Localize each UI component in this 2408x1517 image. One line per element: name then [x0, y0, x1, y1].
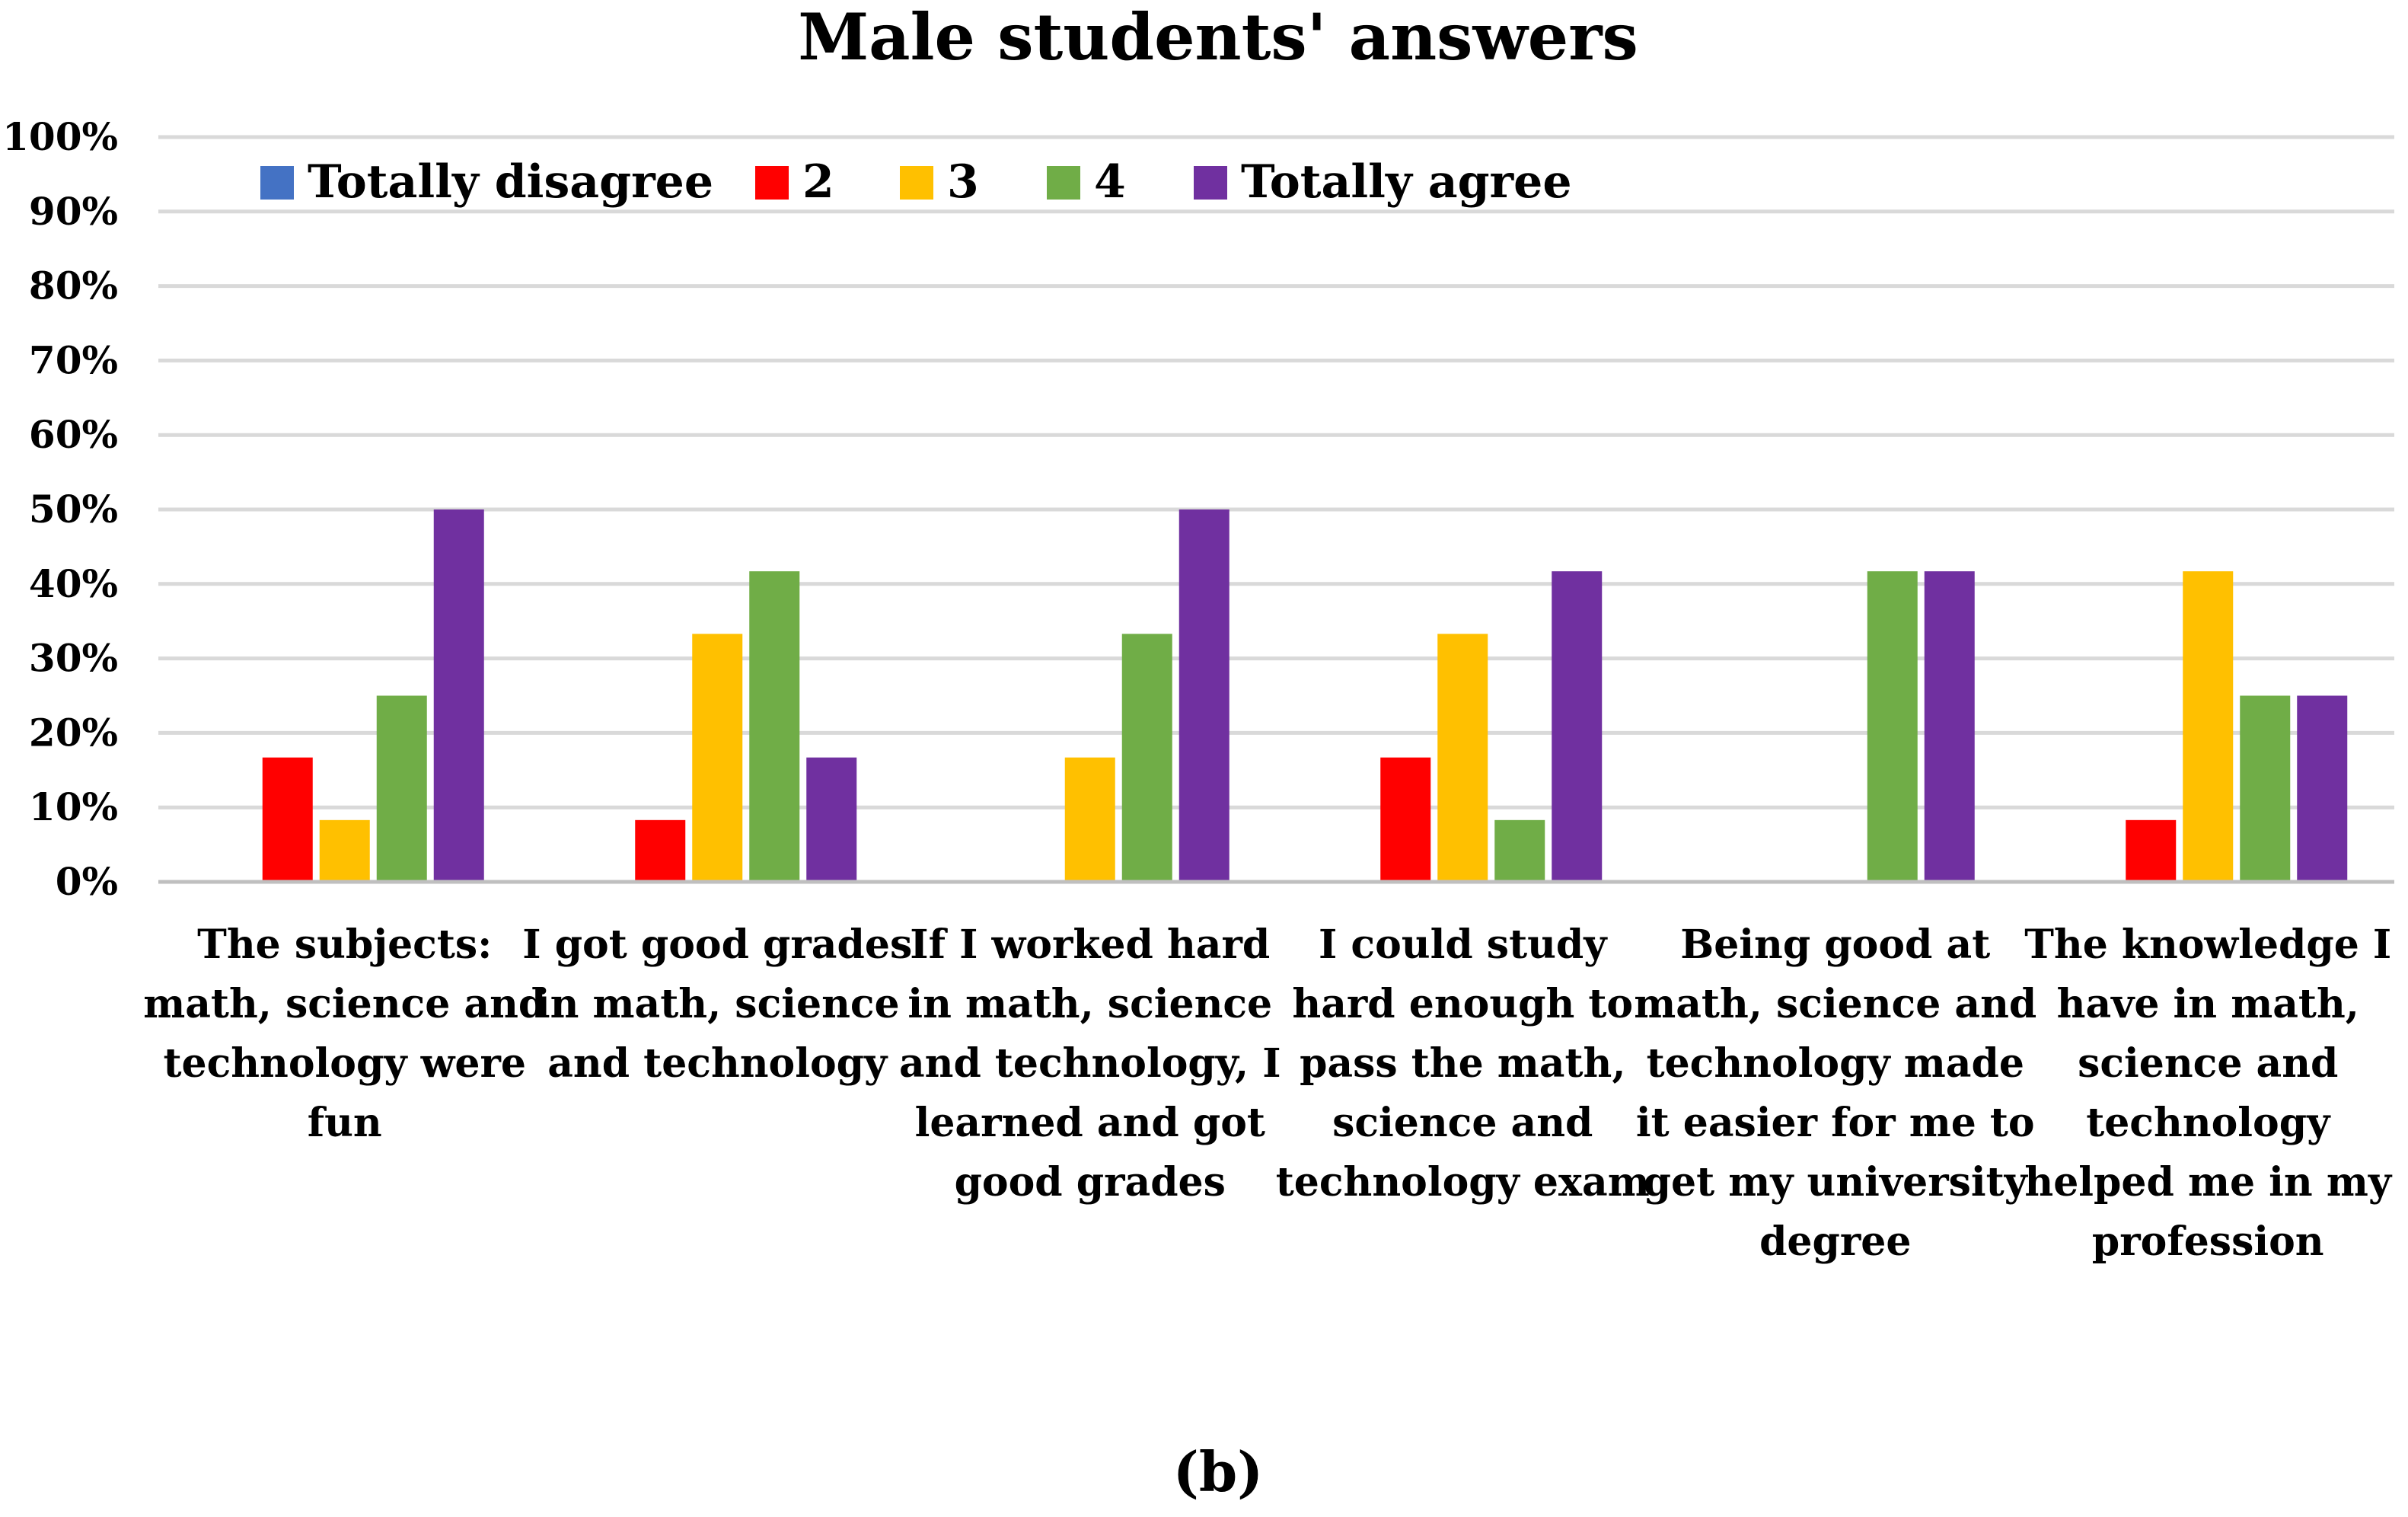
- x-category-label: The subjects: math, science and technology…: [143, 921, 546, 1146]
- bars: [262, 509, 2348, 882]
- bar: [319, 819, 370, 882]
- x-category-label: I got good grades in math, science and tec…: [522, 921, 912, 1087]
- legend-swatch: [1047, 166, 1080, 200]
- legend-label: 4: [1094, 155, 1126, 209]
- bar: [692, 634, 743, 882]
- legend-label: 3: [947, 155, 979, 209]
- legend-label: Totally disagree: [308, 155, 713, 209]
- bar: [635, 819, 686, 882]
- gridlines: [158, 135, 2394, 810]
- y-axis: 0% 10% 20% 30% 40% 50% 60% 70% 80% 90% 100%: [2, 114, 118, 904]
- bar: [262, 757, 313, 882]
- bar: [1552, 571, 1603, 882]
- y-tick-label: 100%: [2, 114, 118, 159]
- y-tick-label: 20%: [29, 710, 118, 755]
- panel-label: (b): [1173, 1439, 1263, 1504]
- x-axis-labels: The subjects: math, science and technology…: [143, 921, 2393, 1265]
- x-category-label: I could study hard enough to pass the math…: [1276, 921, 1650, 1206]
- bar: [806, 757, 857, 882]
- legend-swatch: [900, 166, 933, 200]
- bar: [1437, 634, 1488, 882]
- y-tick-label: 90%: [29, 189, 118, 234]
- legend-swatch: [755, 166, 789, 200]
- y-tick-label: 0%: [56, 859, 118, 904]
- bar: [1494, 819, 1545, 882]
- bar: [1380, 757, 1431, 882]
- bar: [1121, 634, 1172, 882]
- x-category-label: Being good at math, science and technology…: [1634, 921, 2036, 1265]
- bar: [1178, 509, 1230, 882]
- y-tick-label: 40%: [29, 561, 118, 606]
- bar: [1064, 757, 1115, 882]
- bar: [749, 571, 800, 882]
- chart-title: Male students' answers: [798, 0, 1638, 75]
- y-tick-label: 70%: [29, 337, 118, 382]
- bar: [433, 509, 484, 882]
- bar: [2240, 695, 2291, 882]
- y-tick-label: 80%: [29, 263, 118, 308]
- bar: [2183, 571, 2234, 882]
- bar: [1924, 571, 1975, 882]
- bar: [2297, 695, 2348, 882]
- legend-swatch: [1194, 166, 1227, 200]
- legend: Totally disagree 2 3 4 Totally agree: [260, 155, 1572, 209]
- legend-swatch: [260, 166, 294, 200]
- y-tick-label: 50%: [29, 487, 118, 532]
- legend-label: 2: [802, 155, 834, 209]
- y-tick-label: 10%: [29, 784, 118, 829]
- y-tick-label: 30%: [29, 636, 118, 681]
- legend-label: Totally agree: [1241, 155, 1572, 209]
- bar: [376, 695, 427, 882]
- bar: [1867, 571, 1918, 882]
- bar: [2126, 819, 2177, 882]
- y-tick-label: 60%: [29, 412, 118, 457]
- x-category-label: If I worked hard in math, science and tech…: [899, 921, 1281, 1206]
